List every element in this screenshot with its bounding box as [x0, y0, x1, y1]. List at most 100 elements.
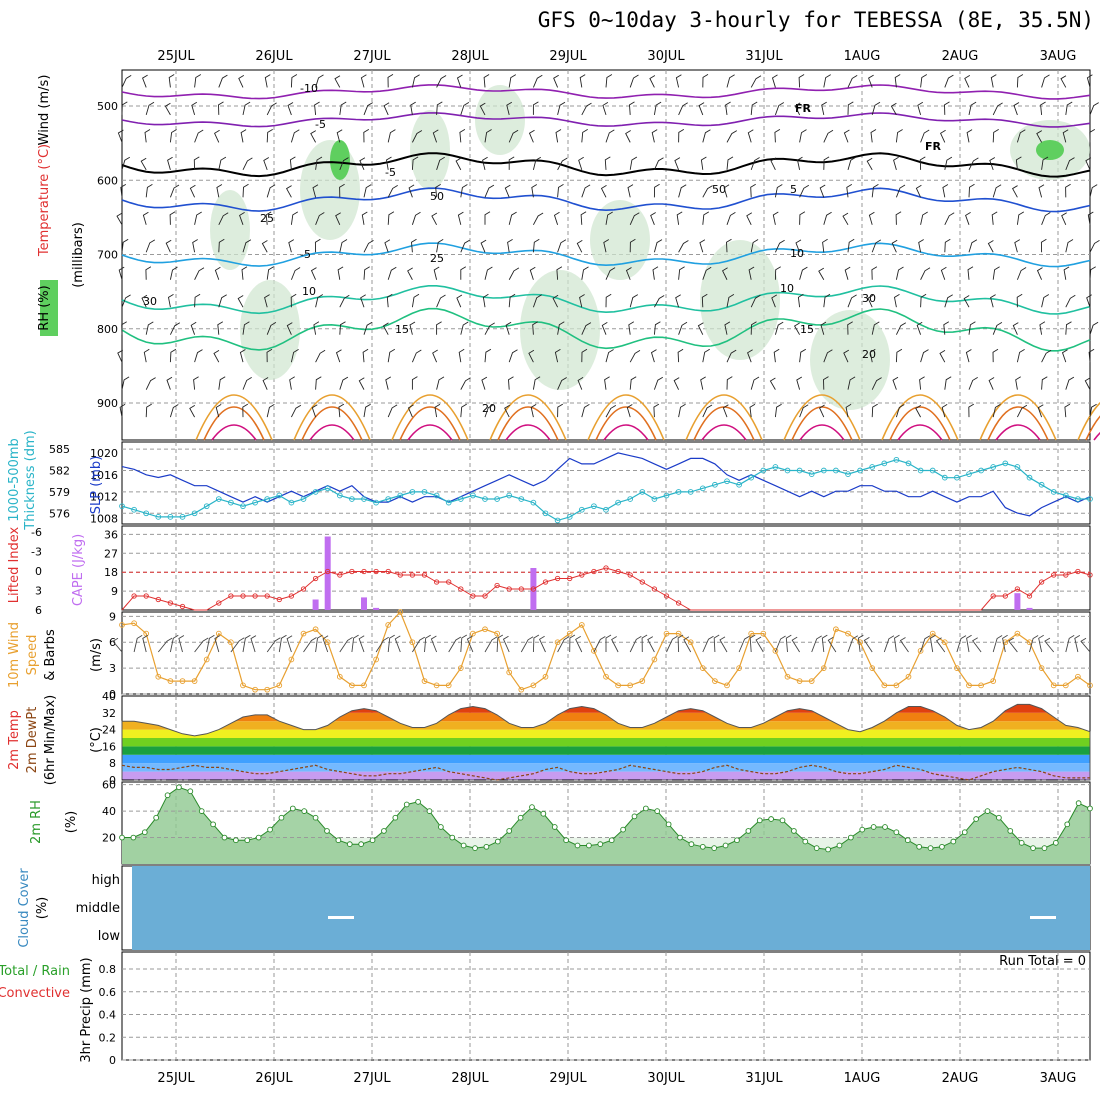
wind-barb-10m [412, 636, 426, 653]
wind-barb [893, 294, 900, 308]
wind-speed-point [167, 678, 174, 684]
wind-barb [315, 74, 324, 88]
wind-barb [479, 102, 486, 116]
wind-barb-10m [1065, 635, 1075, 653]
rh-point [756, 817, 763, 824]
wind-barb [460, 266, 467, 280]
warm-dome-contour [889, 406, 951, 441]
rh-point [267, 826, 273, 833]
wind-barb [750, 183, 756, 198]
wind-barb [411, 293, 420, 308]
wind-barb [894, 74, 901, 88]
wind-barb [528, 129, 535, 143]
wind-barb [262, 377, 269, 390]
wind-barb-10m [206, 634, 215, 653]
wind-barb-10m [250, 635, 257, 653]
warm-dome-contour [897, 424, 943, 441]
rh-point [346, 841, 353, 848]
wind-barb [920, 349, 929, 363]
rh-point [586, 842, 592, 849]
wind-barb [363, 184, 372, 198]
top-date-label: 30JUL [647, 49, 685, 64]
wind-barb-10m [719, 636, 728, 653]
thickness-point [675, 489, 682, 495]
wind-barb [460, 102, 470, 116]
slp-tick-label: 1012 [90, 491, 118, 504]
lifted-index-point [530, 586, 537, 592]
wind-barb-10m [358, 635, 365, 653]
ylabel-wind: Wind (m/s) [37, 75, 52, 146]
thickness-point [845, 471, 851, 477]
wind-barb [310, 130, 317, 143]
wind-barb [194, 129, 204, 143]
cape-tick-label: 18 [104, 566, 118, 579]
wind-barb [895, 211, 902, 225]
ylabel-temperature: Temperature (°C) [37, 144, 52, 257]
rh-high-shading [330, 140, 350, 180]
thickness-point [857, 467, 863, 474]
slp-tick-label: 1016 [90, 469, 118, 482]
rh-point [734, 837, 740, 844]
wind-barb [847, 101, 854, 115]
wind-barb-10m [894, 634, 900, 653]
wind-barb [675, 74, 682, 88]
wind-speed-point [228, 639, 234, 646]
thickness-point [518, 496, 525, 502]
rh-point [289, 805, 296, 812]
wind-barb [724, 321, 731, 335]
wind-tick-label: 3 [109, 662, 116, 675]
wind-barb [242, 183, 249, 198]
wind-barb-10m [315, 634, 323, 653]
wind-barb [431, 212, 438, 226]
wind-barb [1086, 74, 1093, 88]
wind-barb [194, 74, 202, 88]
rh-point [449, 834, 456, 841]
wind-barb [699, 239, 706, 253]
wind-barb [823, 211, 832, 225]
wind-barb [917, 101, 924, 116]
rh-point [825, 846, 831, 853]
wind-barb [992, 102, 1003, 116]
wind-barb-10m [466, 635, 474, 653]
wind-barb [919, 376, 925, 390]
lifted-index-point [446, 579, 452, 585]
thickness-point [627, 496, 634, 502]
warm-dome-contour [881, 394, 959, 441]
wind-speed-point [409, 639, 416, 646]
wind-barb [702, 74, 709, 88]
top-date-label: 31JUL [745, 49, 783, 64]
wind-barb [193, 156, 200, 170]
wind-barb-10m [278, 634, 287, 653]
warm-dome-contour [309, 424, 355, 441]
wind-barb [774, 102, 785, 116]
wind-speed-point [905, 673, 912, 680]
wind-barb [290, 211, 299, 225]
wind-barb [339, 183, 345, 198]
wind-barb [772, 211, 779, 225]
wind-barb-10m [785, 634, 792, 653]
wind-barb-10m [605, 634, 612, 652]
rh-point [620, 826, 626, 833]
lifted-index-point [361, 568, 367, 575]
wind-speed-point [554, 639, 561, 646]
wind-barb [895, 184, 906, 198]
ylabel-wind-barbs: & Barbs [43, 629, 58, 681]
wind-speed-point [663, 630, 670, 637]
wind-barb [890, 102, 897, 116]
thickness-point [409, 489, 416, 495]
wind-barb [455, 157, 462, 171]
thickness-point [482, 496, 488, 502]
thickness-point [748, 474, 755, 481]
thickness-point [1050, 489, 1057, 495]
rh-point [961, 829, 968, 836]
wind-barb-10m [956, 635, 967, 653]
ylabel-temp-unit: (°C) [89, 727, 104, 753]
wind-barb [1065, 376, 1075, 390]
lifted-index-point [421, 572, 428, 578]
thickness-point [1026, 474, 1033, 481]
wind-barb [554, 349, 561, 363]
wind-barb-10m [266, 637, 281, 653]
wind-barb [774, 239, 785, 253]
wind-barb [483, 74, 490, 88]
wind-barb [1016, 404, 1028, 418]
